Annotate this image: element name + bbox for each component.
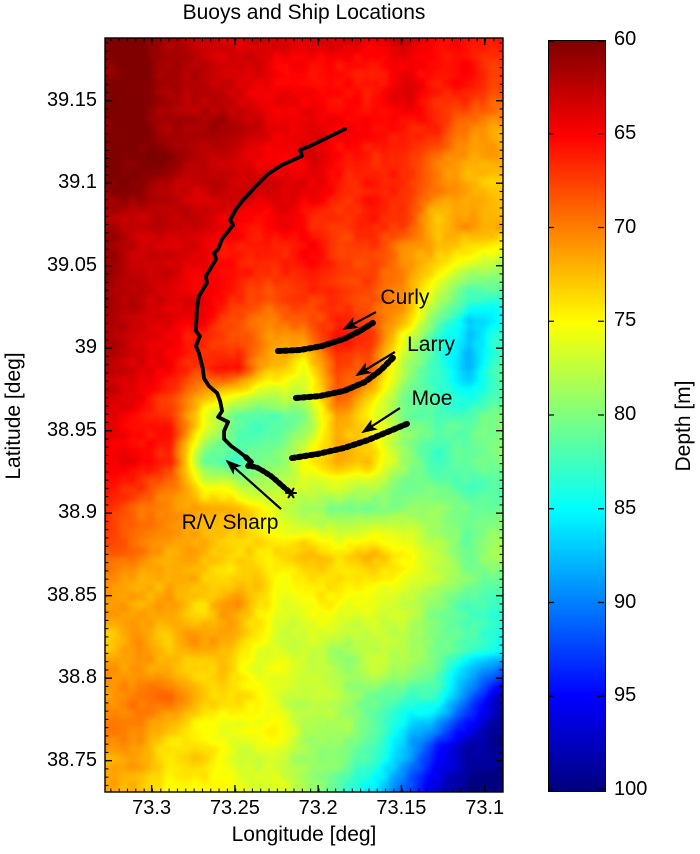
annotation-arrow-curly — [342, 311, 377, 331]
colorbar-tick-label: 65 — [614, 121, 637, 144]
ship-track-rv-sharp — [193, 127, 347, 499]
axis-major-ticks — [105, 38, 503, 792]
buoy-track-moe — [289, 420, 410, 462]
y-tick-label: 39.05 — [46, 253, 97, 276]
y-tick-label: 39.1 — [58, 171, 97, 194]
x-tick-label: 73.1 — [465, 797, 505, 819]
annotation-arrow-r-v-sharp — [225, 459, 282, 510]
colorbar-tick-label: 80 — [614, 403, 637, 425]
y-tick-label: 38.9 — [58, 501, 97, 524]
chart-title: Buoys and Ship Locations — [182, 1, 426, 24]
y-tick-label: 38.8 — [58, 666, 97, 689]
x-axis-label: Longitude [deg] — [231, 823, 377, 846]
colorbar-tick-label: 100 — [614, 778, 648, 800]
annotation-label-r-v-sharp: R/V Sharp — [181, 511, 279, 535]
plot-border — [104, 37, 504, 793]
axis-ticks — [105, 38, 503, 792]
colorbar-tick-label: 70 — [614, 215, 637, 238]
annotation-arrow-moe — [361, 407, 401, 434]
y-tick-label: 38.95 — [46, 418, 97, 441]
annotation-label-larry: Larry — [407, 333, 455, 357]
track-end-star — [285, 487, 298, 499]
colorbar-tick-label: 90 — [614, 590, 637, 613]
annotation-label-curly: Curly — [380, 286, 430, 310]
buoy-track-curly — [275, 319, 376, 354]
x-tick-label: 73.3 — [132, 797, 172, 819]
annotation-arrow-larry — [355, 351, 396, 377]
y-tick-label: 38.85 — [46, 583, 97, 606]
colorbar-axis-label: Depth [m] — [672, 380, 695, 472]
colorbar-gradient — [548, 40, 606, 792]
x-tick-label: 73.2 — [298, 797, 338, 819]
y-tick-label: 39.15 — [46, 88, 97, 111]
bathymetry-heatmap — [105, 38, 503, 792]
colorbar-tick-label: 95 — [614, 684, 637, 707]
colorbar-tick-label: 60 — [614, 28, 637, 50]
buoy-track-larry — [293, 354, 396, 401]
x-tick-label: 73.15 — [376, 797, 427, 819]
y-tick-label: 39 — [74, 336, 97, 359]
x-tick-label: 73.25 — [209, 797, 260, 819]
y-axis-label: Latitude [deg] — [2, 352, 25, 480]
colorbar-tick-label: 85 — [614, 496, 637, 519]
colorbar-tick-label: 75 — [614, 309, 637, 332]
y-tick-label: 38.75 — [46, 748, 97, 771]
annotation-label-moe: Moe — [411, 386, 453, 410]
colorbar-ticks — [548, 40, 604, 790]
